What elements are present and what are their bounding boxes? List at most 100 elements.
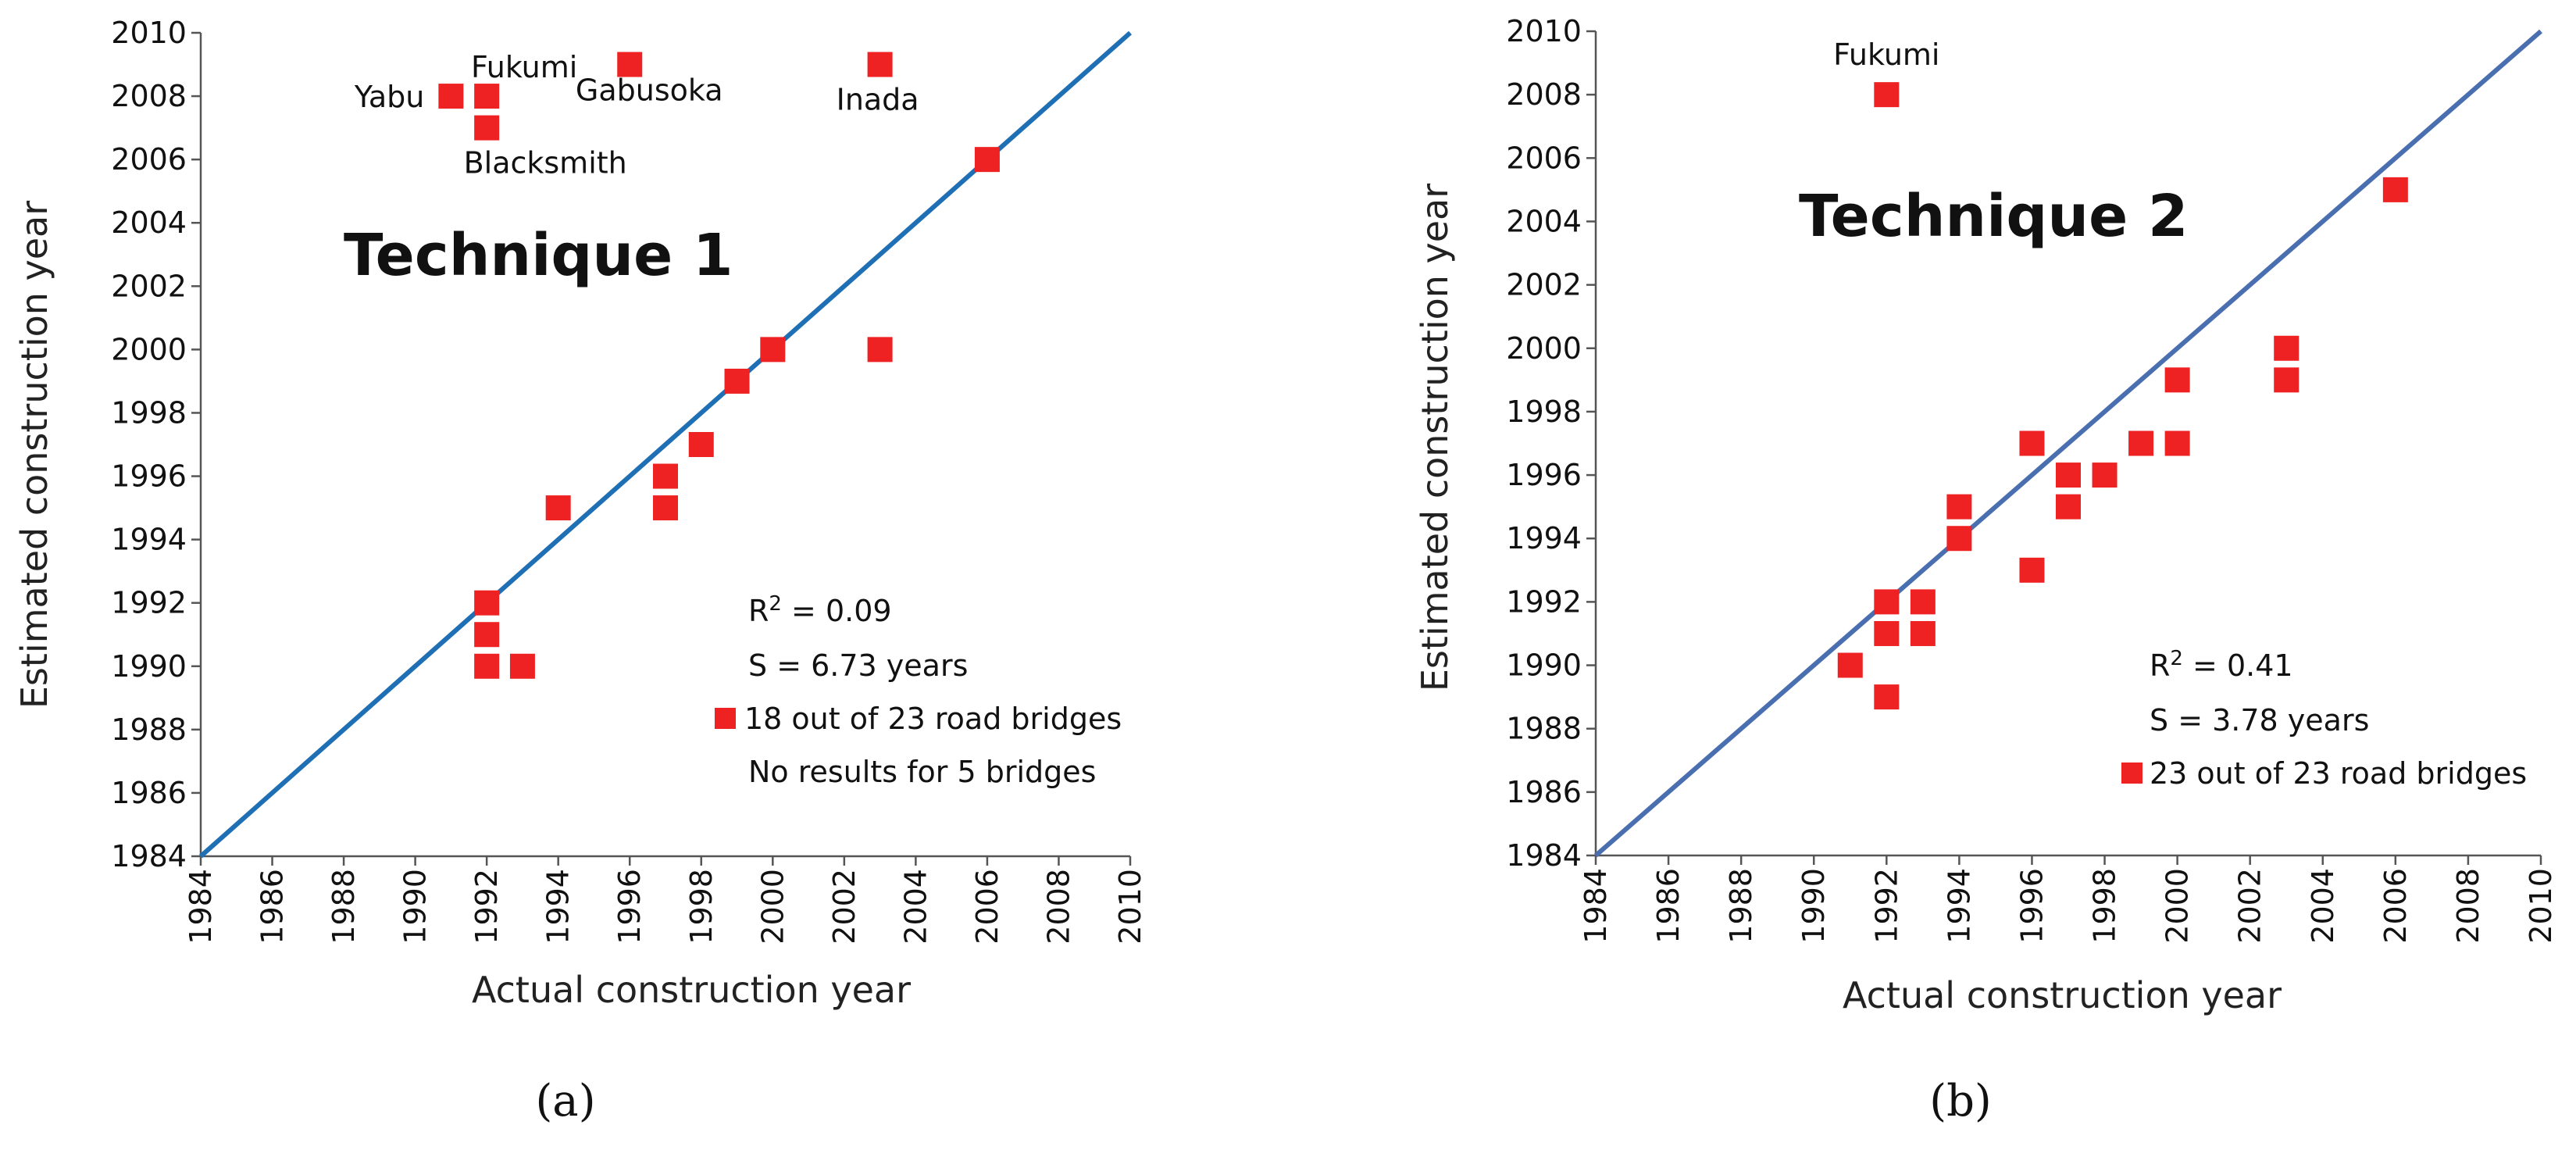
panel-b-caption: (b)	[1929, 1076, 1992, 1127]
panel-b-x-tick-label: 1984	[1579, 868, 1613, 944]
panel-a-r2-stat: R2 = 0.09	[748, 592, 892, 628]
panel-b-data-point	[1910, 589, 1936, 615]
panel-a-y-tick-label: 1988	[111, 712, 187, 747]
panel-a-y-tick-label: 1996	[111, 459, 187, 494]
panel-a-point-label: Gabusoka	[576, 73, 723, 108]
panel-b-chart: Technique 2 1984 1986 1988 1990 1992 1994 1996…	[1414, 14, 2558, 1127]
panel-b-point-labels: Fukumi	[1833, 38, 1939, 72]
panel-b-reference-line	[1594, 29, 2542, 858]
panel-b-data-point	[2274, 367, 2299, 393]
panel-b-y-tick-label: 1984	[1506, 838, 1582, 873]
panel-b-data-point	[2092, 462, 2118, 488]
panel-a-s-stat: S = 6.73 years	[748, 648, 968, 683]
panel-a-data-point	[438, 84, 464, 109]
panel-b-x-tick-label: 2008	[2451, 868, 2485, 944]
panel-b-data-point	[2274, 335, 2299, 361]
panel-a-y-tick-label: 2008	[111, 79, 187, 113]
panel-b-y-tick-label: 1998	[1506, 395, 1582, 429]
panel-a-data-point	[617, 52, 643, 77]
panel-b-x-tick-label: 2006	[2378, 868, 2413, 944]
panel-a-y-tick-label: 1986	[111, 776, 187, 810]
panel-a-x-tick-label: 2004	[898, 869, 933, 945]
panel-a-data-point	[509, 653, 535, 679]
panel-a-legend-marker	[715, 708, 736, 729]
panel-a-data-point	[545, 495, 571, 521]
panel-a-x-tick-label: 2010	[1113, 869, 1147, 945]
panel-b-data-point	[2164, 367, 2190, 393]
panel-a-data-point	[974, 147, 1000, 173]
panel-b-y-tick-label: 2006	[1506, 141, 1582, 175]
panel-b-x-tick-label: 1996	[2014, 868, 2049, 944]
panel-b-y-tick-label: 2002	[1506, 268, 1582, 302]
panel-b-y-tick-label: 2000	[1506, 331, 1582, 366]
panel-b-x-tick-label: 1992	[1869, 868, 1903, 944]
panel-b-data-point	[2056, 462, 2081, 488]
panel-a-x-tick-label: 2000	[755, 869, 790, 945]
panel-a-note: No results for 5 bridges	[748, 755, 1096, 789]
panel-b-data-point	[1874, 620, 1900, 646]
panel-a-data-point	[867, 52, 893, 77]
panel-a-x-tick-label: 1996	[612, 869, 647, 945]
panel-b-x-tick-label: 1998	[2088, 868, 2122, 944]
panel-b-x-axis-label: Actual construction year	[1843, 974, 2282, 1016]
panel-b-data-point	[2128, 430, 2154, 456]
panel-a-x-tick-label: 1986	[255, 869, 290, 945]
panel-a-x-tick-label: 1988	[326, 869, 361, 945]
panel-a-y-axis-label: Estimated construction year	[13, 201, 55, 709]
panel-a-y-tick-label: 1994	[111, 523, 187, 557]
panel-a-point-label: Blacksmith	[464, 146, 627, 180]
panel-a-data-point	[653, 463, 678, 489]
panel-a-y-tick-label: 1992	[111, 586, 187, 620]
panel-b-legend-text: 23 out of 23 road bridges	[2150, 756, 2527, 791]
panel-a-legend-text: 18 out of 23 road bridges	[744, 702, 1122, 736]
panel-a-data-point	[653, 495, 678, 521]
panel-a-title: Technique 1	[344, 222, 733, 289]
panel-a-y-tick-label: 1984	[111, 839, 187, 873]
panel-b-x-tick-label: 2000	[2160, 868, 2195, 944]
panel-b-data-point	[1837, 652, 1863, 678]
panel-a-x-tick-label: 1992	[469, 869, 504, 945]
panel-b-data-point	[1874, 82, 1900, 108]
panel-b-y-tick-label: 1990	[1506, 648, 1582, 683]
panel-a-x-ticks: 1984 1986 1988 1990 1992 1994 1996 1998 2000 2002…	[184, 869, 1147, 945]
panel-b-y-tick-label: 1988	[1506, 712, 1582, 746]
panel-a-x-tick-label: 1984	[184, 869, 218, 945]
panel-b-data-point	[1946, 526, 1972, 552]
panel-a-y-tick-label: 1990	[111, 649, 187, 684]
panel-b-y-ticks: 1984 1986 1988 1990 1992 1994 1996 1998 2000 2002…	[1506, 14, 1582, 873]
panel-b-y-tick-label: 1996	[1506, 458, 1582, 492]
panel-a-point-label: Inada	[837, 83, 919, 117]
panel-a-data-point	[474, 84, 500, 109]
panel-b-data-point	[2382, 177, 2408, 202]
panel-b-x-tick-label: 1986	[1651, 868, 1686, 944]
panel-b-r2-stat: R2 = 0.41	[2150, 647, 2293, 683]
panel-a-data-point	[474, 590, 500, 616]
panel-b-x-tick-label: 1988	[1724, 868, 1758, 944]
panel-a-x-tick-label: 2008	[1041, 869, 1076, 945]
panel-b-axes	[1586, 30, 2542, 865]
panel-a-data-point	[760, 337, 786, 362]
panel-b-x-tick-label: 2010	[2524, 868, 2558, 944]
panel-a-x-tick-label: 1990	[398, 869, 433, 945]
panel-b-points	[1837, 82, 2408, 710]
panel-a-y-tick-label: 2002	[111, 269, 187, 303]
panel-b-data-point	[1946, 494, 1972, 520]
panel-b-data-point	[1910, 620, 1936, 646]
panel-a-data-point	[474, 622, 500, 648]
panel-a-point-labels: Yabu Fukumi Blacksmith Gabusoka Inada	[354, 50, 919, 180]
panel-a-data-point	[867, 337, 893, 362]
panel-a-x-tick-label: 1998	[684, 869, 719, 945]
panel-b-y-tick-label: 1992	[1506, 584, 1582, 619]
panel-a-points	[438, 52, 1000, 679]
panel-b-data-point	[1874, 684, 1900, 710]
panel-a-data-point	[688, 432, 714, 457]
panel-b-x-tick-label: 2002	[2233, 868, 2267, 944]
panel-b-data-point	[2019, 430, 2045, 456]
panel-b-s-stat: S = 3.78 years	[2150, 703, 2369, 738]
panel-a-data-point	[724, 368, 750, 394]
panel-a-y-tick-label: 1998	[111, 395, 187, 430]
panel-a-x-axis-label: Actual construction year	[472, 969, 911, 1011]
panel-b-x-ticks: 1984 1986 1988 1990 1992 1994 1996 1998 2000 2002…	[1579, 868, 2558, 944]
panel-a-x-tick-label: 1994	[541, 869, 576, 945]
panel-a-y-tick-label: 2006	[111, 142, 187, 177]
